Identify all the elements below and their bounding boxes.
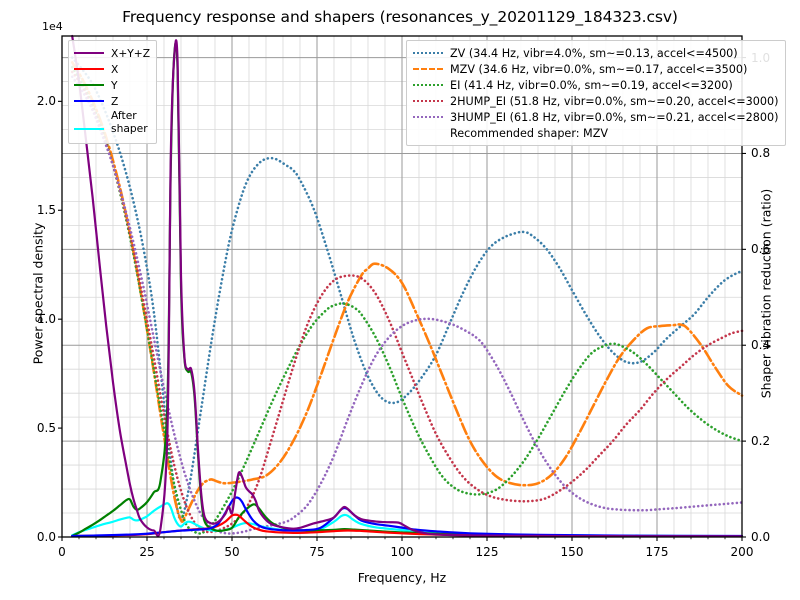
legend-swatch-dotted-icon	[413, 47, 443, 59]
legend-swatch-dotted-icon	[413, 79, 443, 91]
y-left-tick-label: 2.0	[36, 94, 56, 109]
legend-item-shaper-0[interactable]: ZV (34.4 Hz, vibr=4.0%, sm~=0.13, accel<…	[413, 45, 778, 61]
x-tick-label: 100	[390, 545, 414, 559]
y-right-tick-label: 0.4	[751, 338, 771, 353]
recommended-shaper-label: Recommended shaper: MZV	[450, 126, 609, 140]
y-right-tick-label: 0.0	[751, 530, 771, 544]
y-right-tick-label: 0.8	[751, 146, 771, 161]
legend-footer: Recommended shaper: MZV	[413, 125, 778, 141]
chart-title: Frequency response and shapers (resonanc…	[122, 8, 678, 26]
x-tick-label: 125	[475, 545, 499, 559]
legend-label: X	[111, 62, 119, 76]
legend-item-psd-4[interactable]: After shaper	[74, 109, 150, 139]
legend-label: ZV (34.4 Hz, vibr=4.0%, sm~=0.13, accel<…	[450, 46, 738, 60]
legend-item-shaper-1[interactable]: MZV (34.6 Hz, vibr=0.0%, sm~=0.17, accel…	[413, 61, 778, 77]
x-tick-label: 75	[309, 545, 325, 559]
legend-swatch-solid-icon	[74, 63, 104, 75]
y-left-tick-label: 1.0	[36, 312, 56, 327]
legend-swatch-dashdot-icon	[413, 63, 443, 75]
legend-label: Z	[111, 94, 119, 108]
legend-item-psd-0[interactable]: X+Y+Z	[74, 45, 150, 61]
y-axis-offset-text: 1e4	[42, 20, 63, 33]
x-tick-label: 150	[560, 545, 584, 559]
x-axis-label: Frequency, Hz	[357, 570, 447, 585]
x-tick-label: 175	[645, 545, 669, 559]
x-tick-label: 25	[139, 545, 155, 559]
legend-swatch-solid-icon	[74, 95, 104, 107]
legend-shaper: ZV (34.4 Hz, vibr=4.0%, sm~=0.13, accel<…	[406, 40, 787, 146]
x-tick-label: 0	[58, 545, 66, 559]
legend-label: After shaper	[111, 109, 148, 135]
legend-swatch-dotted-icon	[413, 111, 443, 123]
legend-item-psd-2[interactable]: Y	[74, 77, 150, 93]
x-tick-label: 50	[224, 545, 240, 559]
legend-label: X+Y+Z	[111, 46, 151, 60]
legend-psd: X+Y+Z X Y Z After shaper	[68, 40, 158, 144]
legend-item-shaper-2[interactable]: EI (41.4 Hz, vibr=0.0%, sm~=0.19, accel<…	[413, 77, 778, 93]
legend-swatch-solid-icon	[74, 123, 104, 135]
legend-item-shaper-4[interactable]: 3HUMP_EI (61.8 Hz, vibr=0.0%, sm~=0.21, …	[413, 109, 778, 125]
legend-swatch-dotted-icon	[413, 95, 443, 107]
legend-item-psd-3[interactable]: Z	[74, 93, 150, 109]
legend-label: 2HUMP_EI (51.8 Hz, vibr=0.0%, sm~=0.20, …	[450, 94, 779, 108]
legend-item-psd-1[interactable]: X	[74, 61, 150, 77]
x-tick-label: 200	[730, 545, 754, 559]
y-left-tick-label: 0.5	[36, 421, 56, 436]
legend-swatch-solid-icon	[74, 47, 104, 59]
y-right-tick-label: 0.2	[751, 434, 771, 449]
legend-swatch-empty	[413, 127, 443, 139]
legend-label: 3HUMP_EI (61.8 Hz, vibr=0.0%, sm~=0.21, …	[450, 110, 779, 124]
y-axis-right-label: Shaper vibration reduction (ratio)	[758, 188, 774, 399]
y-left-tick-label: 1.5	[36, 203, 56, 218]
legend-label: MZV (34.6 Hz, vibr=0.0%, sm~=0.17, accel…	[450, 62, 748, 76]
legend-swatch-solid-icon	[74, 79, 104, 91]
y-left-tick-label: 0.0	[36, 530, 56, 544]
legend-label: Y	[111, 78, 118, 92]
legend-item-shaper-3[interactable]: 2HUMP_EI (51.8 Hz, vibr=0.0%, sm~=0.20, …	[413, 93, 778, 109]
y-right-tick-label: 0.6	[751, 242, 771, 257]
legend-label: EI (41.4 Hz, vibr=0.0%, sm~=0.19, accel<…	[450, 78, 733, 92]
